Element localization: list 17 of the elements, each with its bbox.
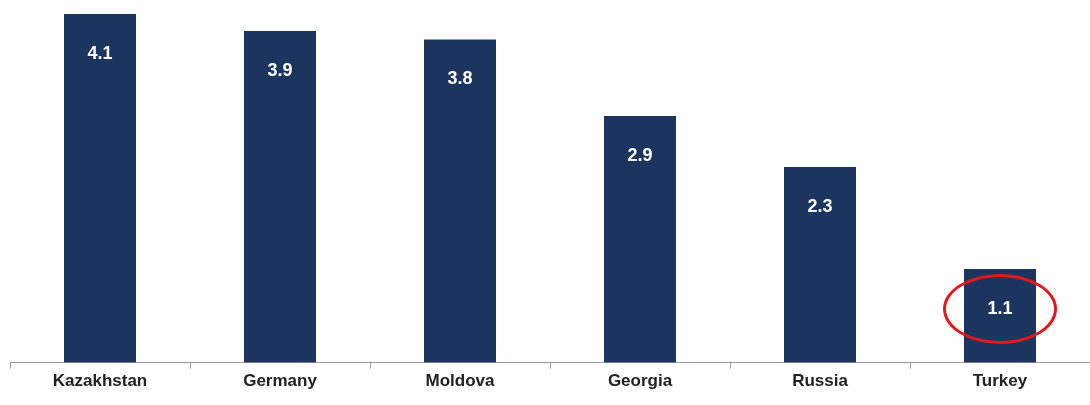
bar [244,31,316,363]
bar [784,167,856,363]
data-label: 3.9 [267,59,293,80]
bar [64,14,136,363]
data-label: 2.9 [627,145,653,165]
data-label: 4.1 [87,42,113,63]
x-tick-label: Kazakhstan [52,371,148,391]
data-label: 2.3 [807,196,833,217]
bar [424,39,496,363]
x-tick-label: Germany [243,371,318,391]
bar [604,116,676,363]
data-label: 3.8 [447,68,473,89]
x-tick-label: Moldova [425,371,496,391]
x-tick-label: Georgia [607,371,673,391]
x-tick-label: Russia [792,371,849,391]
data-label: 1.1 [987,298,1013,319]
x-tick-label: Turkey [972,371,1028,391]
